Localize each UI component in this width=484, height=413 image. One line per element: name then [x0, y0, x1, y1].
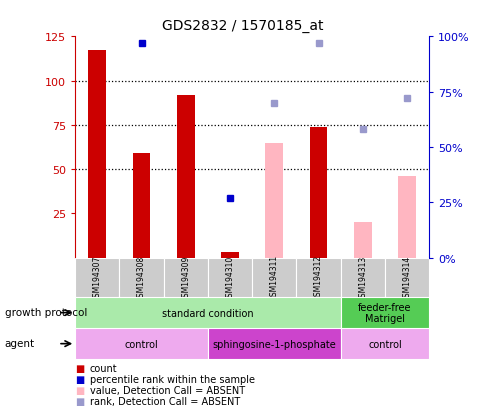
- Text: feeder-free
Matrigel: feeder-free Matrigel: [358, 302, 411, 324]
- Text: count: count: [90, 363, 117, 373]
- Text: control: control: [124, 339, 158, 349]
- Bar: [252, 258, 296, 297]
- Bar: [309, 127, 327, 258]
- Bar: [208, 258, 252, 297]
- Bar: [296, 258, 340, 297]
- Text: GSM194314: GSM194314: [402, 255, 411, 301]
- Text: growth protocol: growth protocol: [5, 308, 87, 318]
- Text: GSM194312: GSM194312: [314, 255, 322, 301]
- Bar: [119, 258, 164, 297]
- Text: ■: ■: [75, 374, 84, 384]
- Text: percentile rank within the sample: percentile rank within the sample: [90, 374, 254, 384]
- Text: value, Detection Call = ABSENT: value, Detection Call = ABSENT: [90, 385, 244, 395]
- Text: ■: ■: [75, 363, 84, 373]
- Text: GSM194307: GSM194307: [92, 254, 102, 301]
- Bar: [397, 177, 415, 258]
- Bar: [265, 143, 283, 258]
- Text: ■: ■: [75, 396, 84, 406]
- Bar: [88, 51, 106, 258]
- Bar: [353, 223, 371, 258]
- Text: standard condition: standard condition: [162, 308, 253, 318]
- Bar: [340, 328, 428, 359]
- Bar: [340, 258, 384, 297]
- Bar: [75, 297, 340, 328]
- Text: GSM194311: GSM194311: [269, 255, 278, 301]
- Bar: [75, 258, 119, 297]
- Text: GSM194310: GSM194310: [225, 255, 234, 301]
- Bar: [221, 253, 239, 258]
- Text: GSM194313: GSM194313: [358, 255, 366, 301]
- Text: GDS2832 / 1570185_at: GDS2832 / 1570185_at: [162, 19, 322, 33]
- Bar: [75, 328, 208, 359]
- Bar: [340, 297, 428, 328]
- Text: agent: agent: [5, 339, 35, 349]
- Text: rank, Detection Call = ABSENT: rank, Detection Call = ABSENT: [90, 396, 240, 406]
- Text: control: control: [367, 339, 401, 349]
- Text: GSM194308: GSM194308: [137, 255, 146, 301]
- Bar: [164, 258, 208, 297]
- Text: ■: ■: [75, 385, 84, 395]
- Bar: [177, 95, 194, 258]
- Bar: [208, 328, 340, 359]
- Bar: [133, 154, 150, 258]
- Bar: [384, 258, 428, 297]
- Text: sphingosine-1-phosphate: sphingosine-1-phosphate: [212, 339, 335, 349]
- Text: GSM194309: GSM194309: [181, 254, 190, 301]
